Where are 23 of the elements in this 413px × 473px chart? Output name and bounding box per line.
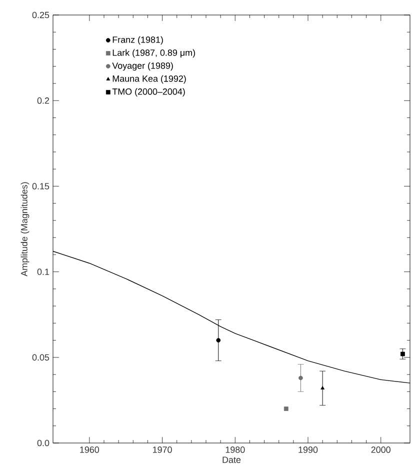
point — [320, 386, 324, 390]
y-axis-title: Amplitude (Magnitudes) — [20, 182, 30, 276]
legend-label: Mauna Kea (1992) — [112, 75, 186, 84]
legend-label: Franz (1981) — [112, 36, 163, 45]
y-tick-label: 0.05 — [32, 354, 50, 361]
legend-label: Lark (1987, 0.89 μm) — [112, 49, 195, 58]
legend-label: TMO (2000–2004) — [112, 88, 185, 97]
y-tick-label: 0.15 — [32, 183, 50, 190]
point — [284, 406, 288, 411]
x-tick-label: 1990 — [298, 446, 318, 453]
legend-label: Voyager (1989) — [112, 62, 173, 71]
x-tick-label: 1980 — [226, 446, 245, 453]
x-axis-title: Date — [222, 456, 241, 463]
point — [298, 376, 303, 380]
y-tick-label: 0.25 — [32, 12, 50, 18]
x-tick-label: 2000 — [371, 446, 390, 453]
y-tick-label: 0.2 — [37, 97, 50, 104]
x-tick-label: 1960 — [80, 446, 100, 453]
point — [216, 338, 221, 342]
point — [400, 352, 405, 356]
y-tick-label: 0.1 — [37, 268, 50, 275]
x-tick-label: 1970 — [153, 446, 172, 453]
y-tick-label: 0.0 — [37, 440, 50, 446]
